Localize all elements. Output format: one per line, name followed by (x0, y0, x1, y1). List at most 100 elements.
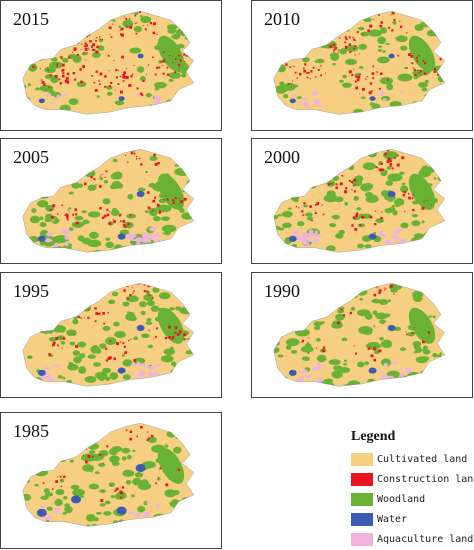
construction-patch (344, 41, 347, 44)
woodland-patch (202, 446, 206, 449)
woodland-patch (83, 440, 88, 443)
construction-patch (114, 489, 117, 492)
legend-label: Cultivated land (377, 453, 468, 465)
woodland-patch (424, 93, 430, 98)
woodland-patch (341, 337, 348, 342)
woodland-patch (348, 283, 364, 288)
woodland-patch (345, 118, 348, 120)
construction-patch (65, 77, 69, 80)
woodland-patch (273, 316, 275, 319)
aquaculture-patch (308, 231, 312, 234)
woodland-patch (55, 489, 65, 496)
woodland-patch (446, 336, 452, 340)
construction-patch (411, 331, 414, 334)
woodland-patch (198, 291, 207, 298)
construction-patch (335, 183, 338, 186)
woodland-patch (379, 320, 385, 325)
construction-patch (136, 435, 138, 438)
woodland-patch (448, 52, 457, 58)
woodland-patch (359, 297, 363, 301)
woodland-patch (407, 332, 416, 337)
construction-patch (123, 345, 126, 348)
woodland-patch (177, 388, 186, 394)
construction-patch (148, 294, 150, 296)
construction-patch (356, 212, 358, 214)
construction-patch (121, 55, 124, 59)
construction-patch (148, 149, 152, 151)
aquaculture-patch (55, 507, 60, 511)
woodland-patch (148, 377, 156, 383)
construction-patch (328, 183, 331, 186)
construction-patch (58, 78, 61, 81)
construction-patch (303, 67, 305, 70)
woodland-patch (110, 253, 114, 256)
woodland-patch (397, 73, 413, 82)
construction-patch (366, 76, 368, 78)
construction-patch (94, 307, 96, 310)
construction-patch (96, 36, 98, 39)
construction-patch (177, 468, 180, 471)
woodland-patch (333, 365, 343, 371)
woodland-patch (287, 207, 292, 210)
construction-patch (381, 10, 382, 11)
construction-patch (294, 71, 297, 74)
woodland-patch (392, 20, 397, 25)
woodland-patch (96, 149, 108, 153)
woodland-patch (400, 185, 409, 193)
construction-patch (127, 11, 129, 13)
woodland-patch (302, 57, 310, 63)
woodland-patch (99, 177, 104, 181)
construction-patch (321, 204, 323, 206)
woodland-patch (37, 35, 45, 40)
construction-patch (388, 153, 390, 155)
construction-patch (143, 283, 146, 286)
aquaculture-patch (145, 240, 152, 243)
construction-patch (136, 87, 139, 90)
woodland-patch (324, 20, 329, 24)
construction-patch (147, 13, 149, 15)
woodland-patch (137, 187, 146, 192)
construction-patch (67, 219, 69, 221)
construction-patch (119, 29, 121, 31)
construction-patch (185, 54, 188, 57)
construction-swatch (351, 472, 373, 486)
woodland-patch (110, 173, 118, 180)
construction-patch (369, 24, 373, 28)
construction-patch (357, 76, 360, 78)
woodland-patch (149, 104, 153, 108)
woodland-patch (34, 484, 40, 487)
woodland-patch (68, 98, 79, 106)
woodland-patch (167, 527, 180, 534)
construction-patch (82, 454, 84, 456)
woodland-patch (168, 529, 179, 535)
aquaculture-patch (378, 233, 386, 237)
woodland-patch (193, 154, 194, 159)
woodland-patch (299, 49, 308, 55)
water-body (117, 367, 126, 374)
aquaculture-patch (63, 230, 68, 234)
woodland-patch (447, 327, 462, 335)
woodland-patch (277, 213, 282, 217)
woodland-patch (377, 36, 387, 45)
woodland-patch (390, 287, 398, 293)
construction-patch (146, 290, 149, 293)
woodland-patch (97, 45, 105, 51)
woodland-patch (438, 297, 445, 305)
woodland-patch (179, 286, 185, 289)
construction-patch (74, 208, 78, 211)
woodland-patch (199, 63, 204, 66)
woodland-patch (394, 202, 400, 208)
construction-patch (179, 330, 182, 333)
construction-patch (422, 60, 425, 62)
woodland-patch (69, 439, 73, 442)
woodland-patch (303, 204, 308, 208)
construction-patch (134, 15, 136, 17)
construction-patch (74, 32, 77, 35)
woodland-patch (282, 84, 289, 89)
woodland-patch (361, 96, 366, 99)
land-cover-patches (22, 149, 194, 256)
construction-patch (184, 60, 186, 63)
construction-patch (159, 210, 161, 212)
construction-patch (130, 10, 131, 11)
woodland-patch (66, 160, 76, 167)
